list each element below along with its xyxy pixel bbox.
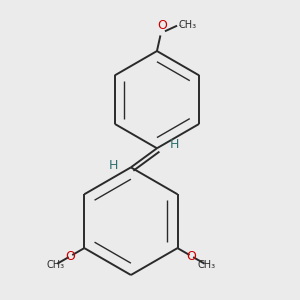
Text: CH₃: CH₃	[178, 20, 196, 30]
Text: O: O	[157, 19, 167, 32]
Text: H: H	[170, 138, 179, 151]
Text: O: O	[186, 250, 196, 262]
Text: methyl: methyl	[179, 25, 184, 26]
Text: CH₃: CH₃	[197, 260, 215, 270]
Text: O: O	[65, 250, 75, 262]
Text: CH₃: CH₃	[47, 260, 65, 270]
Text: H: H	[108, 159, 118, 172]
